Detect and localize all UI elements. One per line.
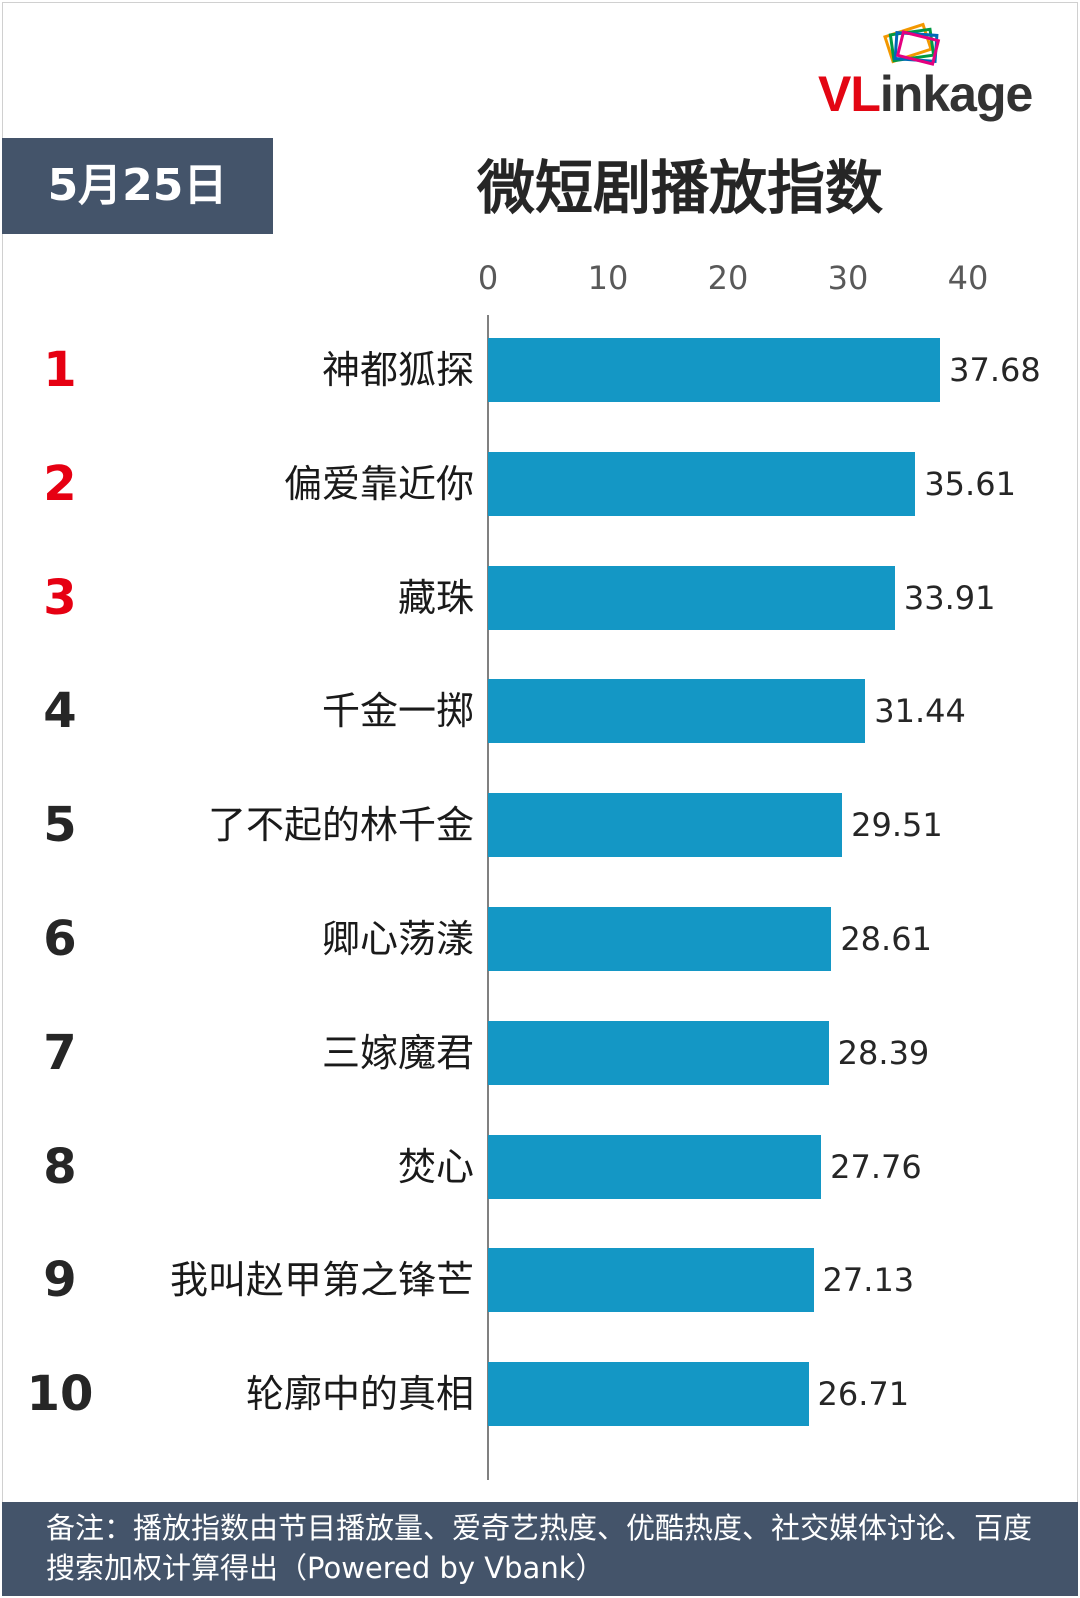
rank-number: 2 bbox=[43, 455, 77, 512]
category-label: 偏爱靠近你 bbox=[283, 461, 474, 506]
bar bbox=[488, 793, 843, 858]
rank-number: 9 bbox=[43, 1252, 77, 1309]
category-label: 神都狐探 bbox=[321, 348, 474, 392]
value-label: 26.71 bbox=[817, 1375, 910, 1414]
bar bbox=[488, 1362, 809, 1427]
value-label: 37.68 bbox=[949, 351, 1041, 389]
rank-number: 5 bbox=[43, 797, 77, 854]
bar bbox=[488, 565, 895, 630]
value-label: 33.91 bbox=[903, 578, 996, 617]
x-tick-label: 30 bbox=[827, 259, 869, 297]
category-label: 藏珠 bbox=[397, 575, 474, 620]
rank-number: 4 bbox=[43, 683, 77, 740]
value-label: 29.51 bbox=[851, 806, 943, 845]
rank-number: 6 bbox=[43, 911, 77, 967]
category-label: 轮廓中的真相 bbox=[245, 1372, 474, 1417]
bar bbox=[488, 907, 832, 971]
x-tick-label: 20 bbox=[707, 259, 749, 297]
bar bbox=[488, 679, 866, 744]
bar bbox=[488, 451, 916, 516]
bar bbox=[488, 1248, 814, 1313]
y-axis-line bbox=[487, 315, 489, 1480]
rank-number: 3 bbox=[43, 569, 77, 626]
chart-title: 微短剧播放指数 bbox=[476, 154, 883, 222]
rank-number: 7 bbox=[43, 1024, 77, 1081]
rank-number: 1 bbox=[43, 342, 77, 398]
value-label: 27.13 bbox=[822, 1261, 915, 1300]
date-label: 5月25日 bbox=[2, 138, 273, 234]
category-label: 千金一掷 bbox=[321, 689, 474, 734]
category-label: 焚心 bbox=[397, 1144, 474, 1189]
category-label: 三嫁魔君 bbox=[321, 1030, 474, 1075]
value-label: 31.44 bbox=[874, 692, 966, 731]
x-tick-label: 10 bbox=[587, 259, 629, 297]
category-label: 我叫赵甲第之锋芒 bbox=[169, 1258, 474, 1303]
value-label: 28.39 bbox=[837, 1033, 930, 1072]
category-label: 卿心荡漾 bbox=[321, 917, 474, 961]
category-label: 了不起的林千金 bbox=[207, 803, 474, 848]
logo-frames-icon bbox=[883, 22, 941, 66]
value-label: 27.76 bbox=[830, 1147, 922, 1186]
value-label: 35.61 bbox=[924, 464, 1016, 503]
bar bbox=[488, 1134, 822, 1199]
bar bbox=[488, 1020, 829, 1085]
logo-wordmark: VLinkage bbox=[818, 64, 1033, 124]
footer-note: 备注：播放指数由节目播放量、爱奇艺热度、优酷热度、社交媒体讨论、百度搜索加权计算… bbox=[2, 1502, 1078, 1596]
value-label: 28.61 bbox=[840, 920, 932, 958]
rank-number: 8 bbox=[43, 1138, 77, 1195]
logo-text-dark: inkage bbox=[879, 66, 1033, 122]
logo-text-red: VL bbox=[818, 66, 881, 122]
x-tick-label: 0 bbox=[477, 259, 499, 297]
bar bbox=[488, 338, 941, 402]
rank-number: 10 bbox=[26, 1366, 94, 1423]
vlinkage-logo: VLinkage bbox=[818, 20, 1068, 122]
x-tick-label: 40 bbox=[947, 259, 989, 297]
